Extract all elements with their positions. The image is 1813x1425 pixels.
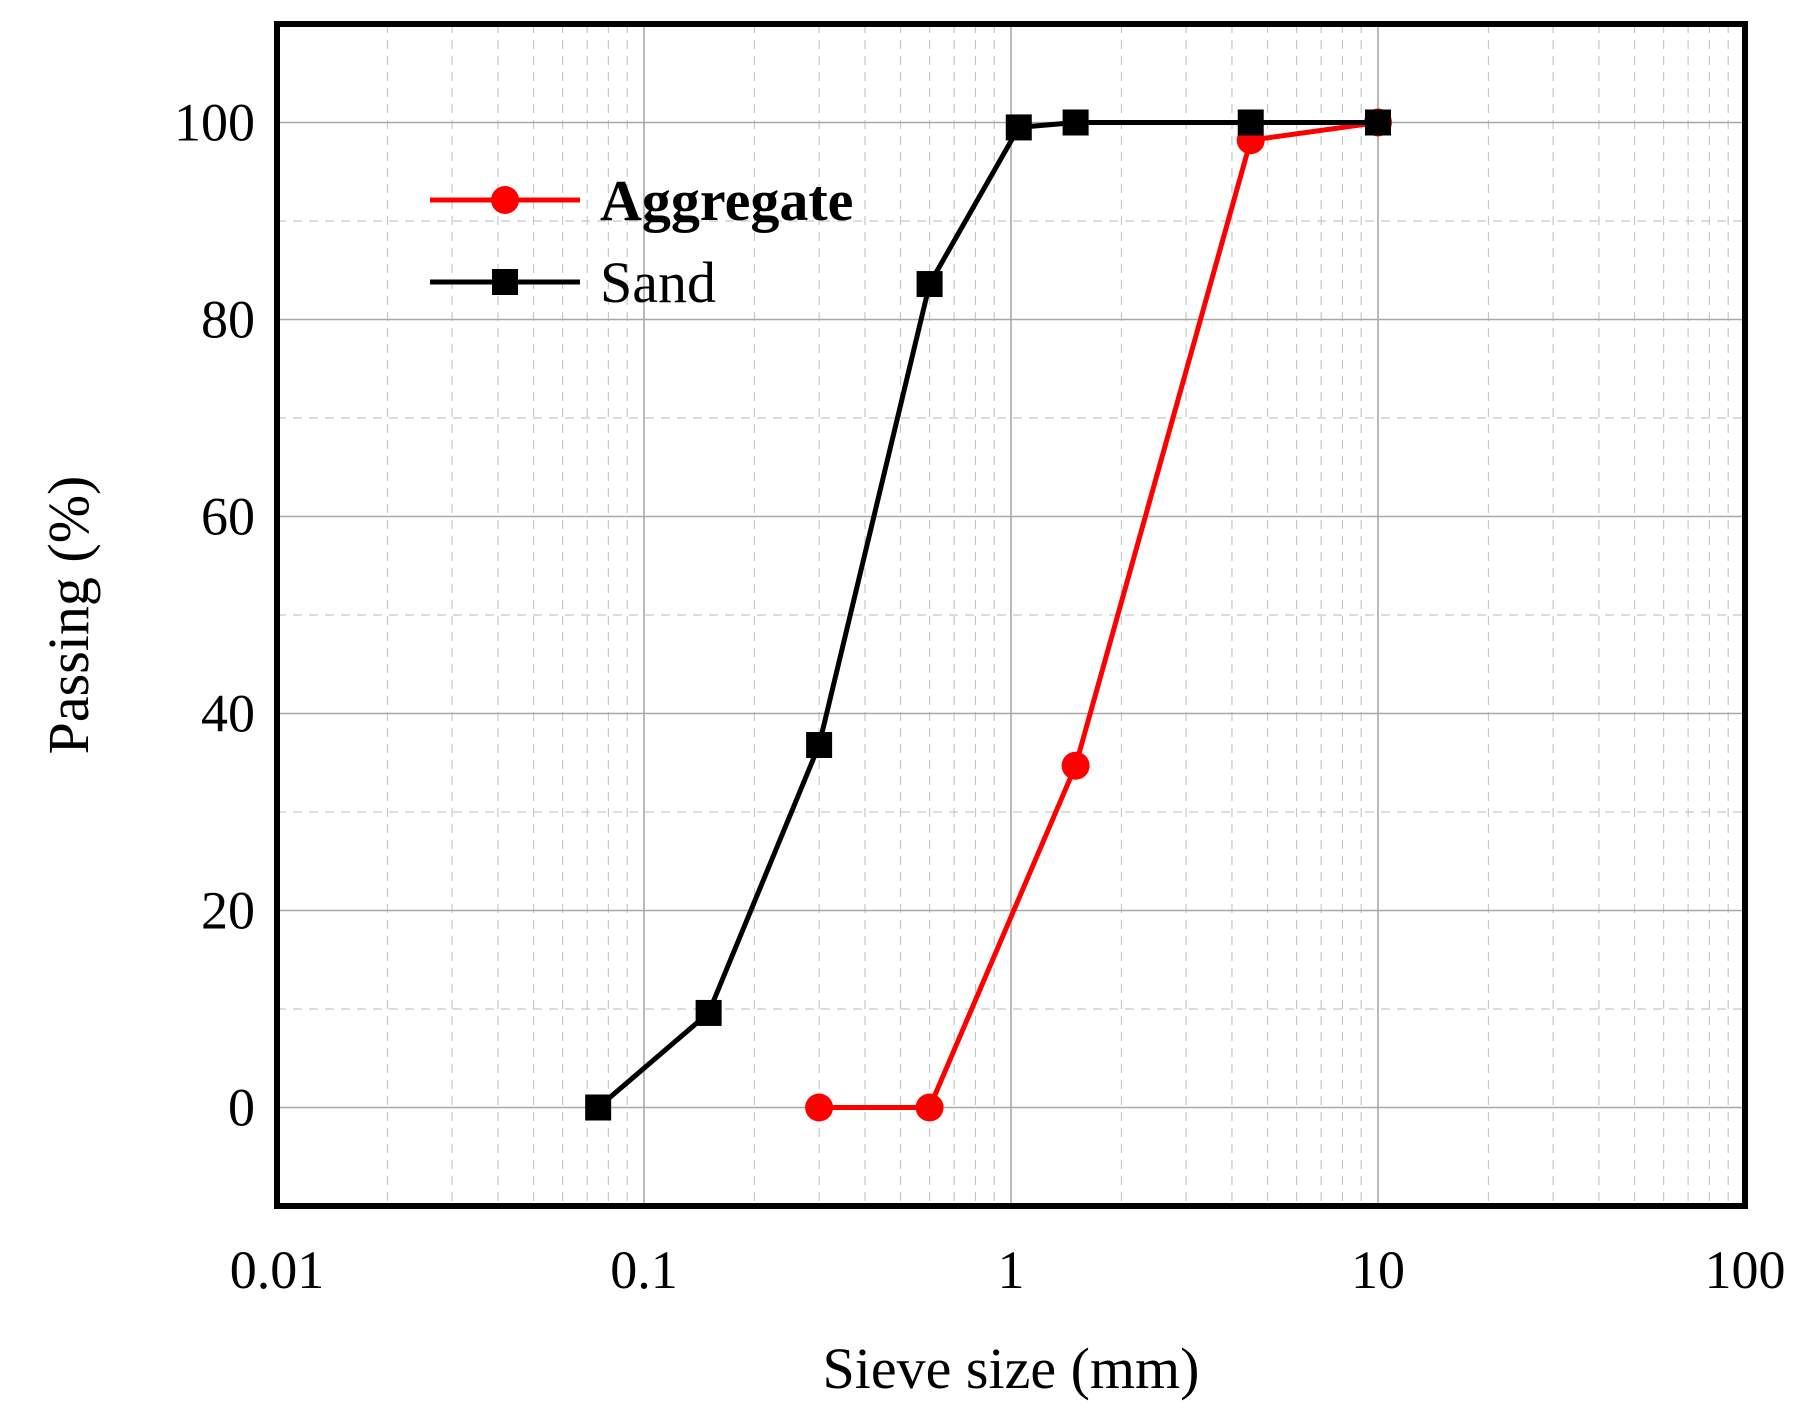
sand-point <box>1237 109 1264 136</box>
x-tick-label: 0.01 <box>230 1240 325 1300</box>
sand-point <box>585 1094 612 1121</box>
legend-marker <box>492 269 518 295</box>
y-tick-label: 20 <box>201 881 255 941</box>
legend: Aggregate Sand <box>430 168 853 315</box>
y-tick-label: 60 <box>201 487 255 547</box>
aggregate-point <box>805 1093 834 1122</box>
x-tick-label: 0.1 <box>610 1240 678 1300</box>
y-axis-title: Passing (%) <box>36 476 101 755</box>
sand-point <box>916 271 943 298</box>
aggregate-point <box>1061 751 1090 780</box>
grid <box>276 24 1746 1206</box>
series-layer <box>585 108 1392 1122</box>
sand-point <box>1005 114 1032 141</box>
sand-line <box>596 120 1378 1110</box>
sand-point <box>806 732 833 759</box>
legend-label: Aggregate <box>600 168 853 233</box>
sand-point <box>695 999 722 1026</box>
aggregate-point <box>915 1093 944 1122</box>
legend-label: Sand <box>600 250 716 315</box>
legend-marker <box>491 186 519 214</box>
x-tick-label: 1 <box>998 1240 1025 1300</box>
tick-labels: 0.01 0.1 1 10 100 0 20 40 60 80 100 <box>174 93 1786 1301</box>
x-tick-label: 10 <box>1351 1240 1405 1300</box>
x-tick-label: 100 <box>1705 1240 1786 1300</box>
sand-point <box>1365 109 1391 136</box>
x-axis-title: Sieve size (mm) <box>823 1336 1200 1401</box>
sand-point <box>1062 109 1089 136</box>
legend-item-sand: Sand <box>430 250 716 315</box>
y-tick-label: 40 <box>201 684 255 744</box>
legend-item-aggregate: Aggregate <box>430 168 853 233</box>
y-tick-label: 100 <box>174 93 255 153</box>
y-tick-label: 80 <box>201 290 255 350</box>
series-sand <box>585 109 1391 1121</box>
y-tick-label: 0 <box>228 1078 255 1138</box>
plot-frame <box>274 21 1748 1209</box>
